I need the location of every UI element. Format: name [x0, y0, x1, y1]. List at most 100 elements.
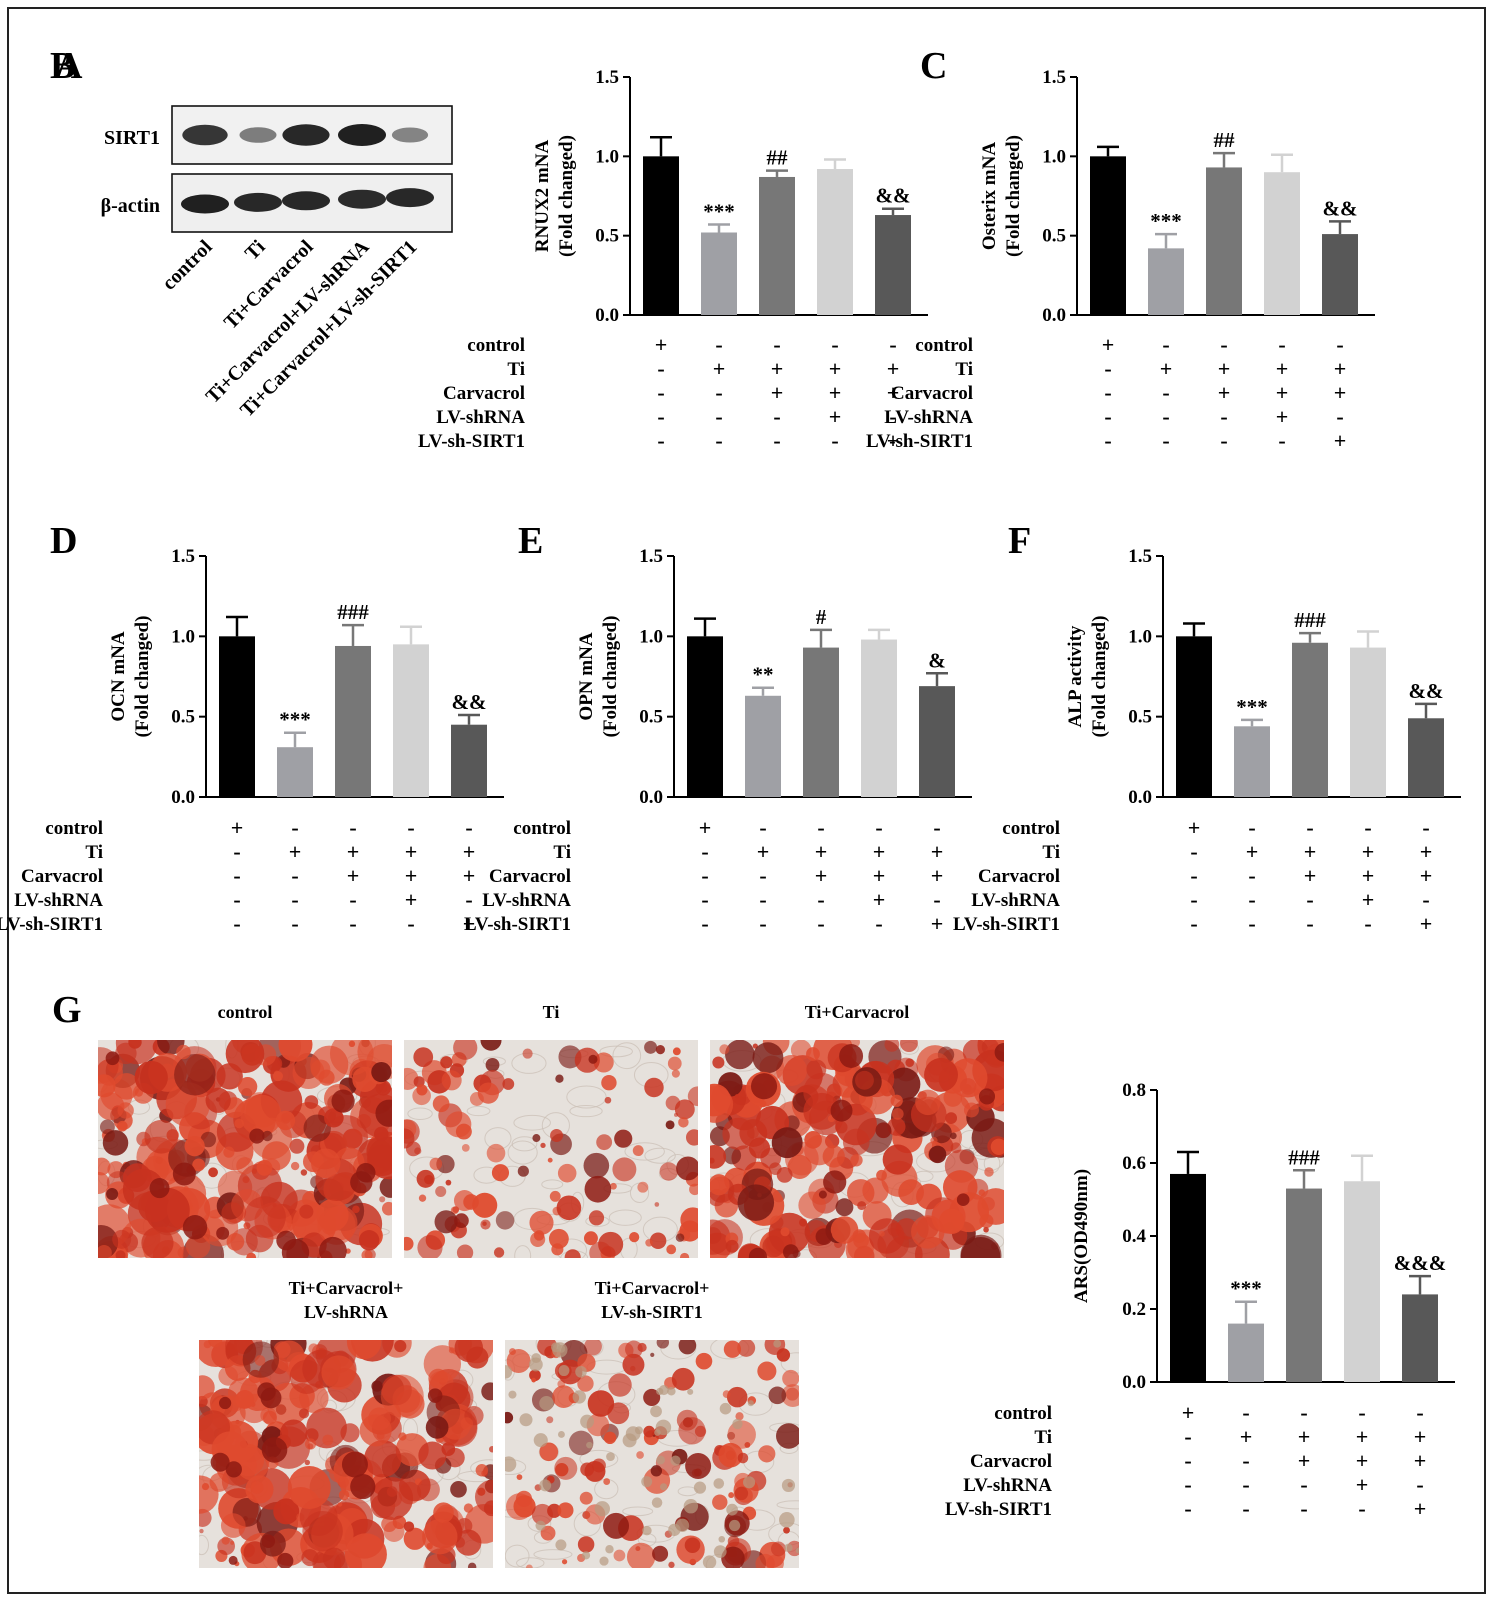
condition-sign: -: [1336, 404, 1343, 429]
condition-sign: -: [465, 815, 472, 840]
significance-label: &&&: [1394, 1251, 1446, 1275]
y-tick-label: 0.0: [1122, 1372, 1146, 1393]
condition-sign: +: [873, 887, 886, 912]
significance-label: ###: [337, 600, 369, 624]
significance-label: ##: [1214, 128, 1236, 152]
band-sirt1: [391, 127, 429, 143]
condition-sign: -: [1190, 839, 1197, 864]
condition-row-label: LV-shRNA: [14, 890, 103, 911]
bar: [1264, 172, 1300, 315]
condition-sign: +: [1414, 1448, 1427, 1473]
y-axis-label: RNUX2 mNA: [532, 140, 553, 253]
condition-sign: -: [291, 911, 298, 936]
significance-label: #: [816, 605, 827, 629]
y-tick-label: 0.0: [171, 787, 195, 808]
significance-label: ***: [1230, 1277, 1262, 1301]
condition-sign: +: [1356, 1448, 1369, 1473]
micrograph-title: Ti+Carvacrol: [805, 1002, 910, 1022]
condition-row-label: LV-sh-SIRT1: [866, 431, 973, 452]
micrograph-title: Ti+Carvacrol+: [289, 1278, 404, 1298]
bar: [1228, 1323, 1264, 1382]
condition-sign: +: [829, 380, 842, 405]
condition-sign: -: [1104, 404, 1111, 429]
bar: [1408, 718, 1444, 797]
condition-sign: +: [1276, 380, 1289, 405]
y-tick-label: 0.0: [1128, 787, 1152, 808]
bar: [1170, 1173, 1206, 1382]
micrograph: Ti+Carvacrol+ LV-sh-SIRT1: [505, 1278, 799, 1568]
condition-sign: +: [1414, 1496, 1427, 1521]
significance-label: ***: [1236, 695, 1268, 719]
condition-sign: -: [1364, 815, 1371, 840]
condition-sign: -: [1162, 380, 1169, 405]
condition-sign: -: [773, 428, 780, 453]
condition-sign: -: [875, 815, 882, 840]
y-axis-label: (Fold changed): [1003, 135, 1024, 257]
bar-chart: C 0.0 0.5 1.0 1.5 Osterix mNA (Fold changed) **…: [866, 45, 1375, 453]
y-tick-label: 1.5: [595, 67, 619, 88]
condition-sign: -: [715, 380, 722, 405]
y-tick-label: 1.0: [1042, 146, 1066, 167]
bar: [1176, 636, 1212, 797]
condition-row-label: Ti: [507, 359, 525, 380]
micrograph: Ti+Carvacrol: [710, 1002, 1004, 1258]
condition-row-label: LV-sh-SIRT1: [464, 914, 571, 935]
y-tick-label: 1.0: [595, 146, 619, 167]
condition-sign: -: [701, 839, 708, 864]
condition-sign: +: [887, 428, 900, 453]
y-tick-label: 0.5: [171, 707, 195, 728]
panel-label-a: A: [55, 45, 83, 87]
condition-row-label: control: [513, 818, 571, 839]
condition-row-label: control: [1002, 818, 1060, 839]
condition-row-label: LV-sh-SIRT1: [418, 431, 525, 452]
condition-sign: -: [1300, 1400, 1307, 1425]
condition-sign: -: [465, 887, 472, 912]
micrograph: control: [98, 1002, 392, 1258]
panel-label: C: [920, 45, 947, 87]
condition-sign: -: [1358, 1400, 1365, 1425]
condition-sign: -: [1190, 911, 1197, 936]
condition-sign: -: [1248, 887, 1255, 912]
band-actin: [386, 188, 434, 208]
condition-sign: -: [1190, 887, 1197, 912]
condition-sign: +: [1334, 356, 1347, 381]
bar: [1090, 156, 1126, 315]
condition-sign: -: [715, 332, 722, 357]
condition-sign: +: [699, 815, 712, 840]
significance-label: &: [928, 648, 946, 672]
panel-label-g: G: [52, 989, 82, 1031]
stain-pattern: [199, 1340, 493, 1568]
band-sirt1: [182, 124, 228, 146]
condition-sign: -: [1416, 1472, 1423, 1497]
condition-sign: +: [405, 839, 418, 864]
condition-sign: +: [1240, 1424, 1253, 1449]
y-tick-label: 0.5: [595, 226, 619, 247]
condition-row-label: control: [467, 335, 525, 356]
condition-sign: +: [1298, 1448, 1311, 1473]
bar: [1148, 248, 1184, 315]
condition-sign: -: [349, 911, 356, 936]
condition-sign: +: [771, 356, 784, 381]
condition-sign: -: [1184, 1448, 1191, 1473]
condition-sign: -: [715, 404, 722, 429]
y-axis-label: (Fold changed): [556, 135, 577, 257]
condition-row-label: LV-sh-SIRT1: [945, 1499, 1052, 1520]
condition-sign: -: [831, 332, 838, 357]
significance-label: ###: [1288, 1145, 1320, 1169]
y-tick-label: 0.5: [639, 707, 663, 728]
y-tick-label: 0.6: [1122, 1153, 1146, 1174]
significance-label: ***: [279, 708, 311, 732]
y-tick-label: 0.0: [1042, 305, 1066, 326]
condition-sign: +: [1334, 428, 1347, 453]
condition-sign: -: [1220, 428, 1227, 453]
condition-sign: -: [1104, 380, 1111, 405]
bar: [1322, 234, 1358, 315]
condition-sign: +: [1218, 380, 1231, 405]
condition-sign: -: [1104, 356, 1111, 381]
condition-sign: -: [1242, 1400, 1249, 1425]
y-axis-label: ARS(OD490nm): [1071, 1169, 1092, 1303]
condition-sign: -: [349, 815, 356, 840]
condition-sign: -: [657, 428, 664, 453]
significance-label: ***: [703, 200, 735, 224]
bar: [1234, 726, 1270, 797]
